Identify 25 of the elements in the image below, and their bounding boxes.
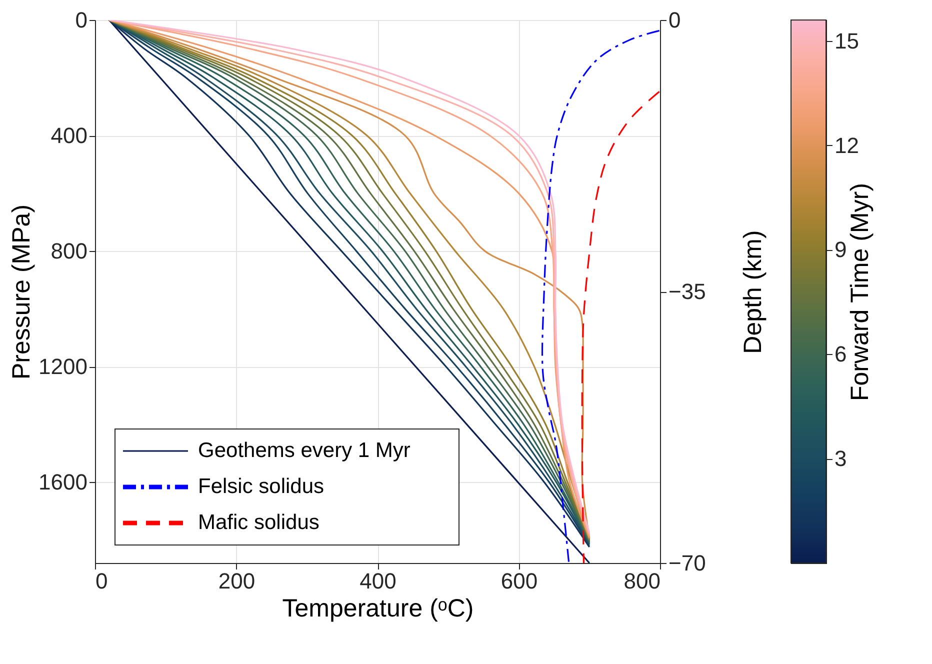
color-bar-title: Forward Time (Myr) bbox=[846, 182, 874, 402]
x-tick-label: 0 bbox=[96, 568, 108, 594]
y-tick-label: 1600 bbox=[38, 470, 88, 495]
y-axis-title: Pressure (MPa) bbox=[8, 204, 36, 380]
y-tick-label: 800 bbox=[50, 238, 88, 264]
x-tick-label: 600 bbox=[500, 568, 538, 594]
color-bar-label: 12 bbox=[834, 132, 859, 158]
x-tick-label: 800 bbox=[624, 568, 660, 594]
color-bar-label: 6 bbox=[834, 342, 847, 367]
color-bar-label: 3 bbox=[834, 446, 847, 472]
y2-tick-label: −70 bbox=[668, 550, 706, 576]
color-bar-label: 9 bbox=[834, 237, 847, 262]
y2-tick-label: −35 bbox=[668, 279, 706, 304]
x-axis-title: Temperature (ᵒC) bbox=[282, 594, 474, 622]
y-tick-label: 400 bbox=[50, 123, 88, 148]
y-tick-label: 1200 bbox=[38, 354, 88, 380]
x-tick-label: 400 bbox=[360, 568, 396, 594]
legend-label: Felsic solidus bbox=[198, 475, 324, 498]
y-tick-label: 0 bbox=[75, 8, 88, 32]
legend-label: Geothems every 1 Myr bbox=[198, 439, 410, 462]
color-bar-label: 15 bbox=[834, 28, 859, 54]
legend-label: Mafic solidus bbox=[198, 511, 320, 534]
y2-tick-label: 0 bbox=[668, 8, 681, 32]
x-tick-label: 200 bbox=[218, 568, 256, 594]
y2-axis-title: Depth (km) bbox=[738, 230, 767, 354]
